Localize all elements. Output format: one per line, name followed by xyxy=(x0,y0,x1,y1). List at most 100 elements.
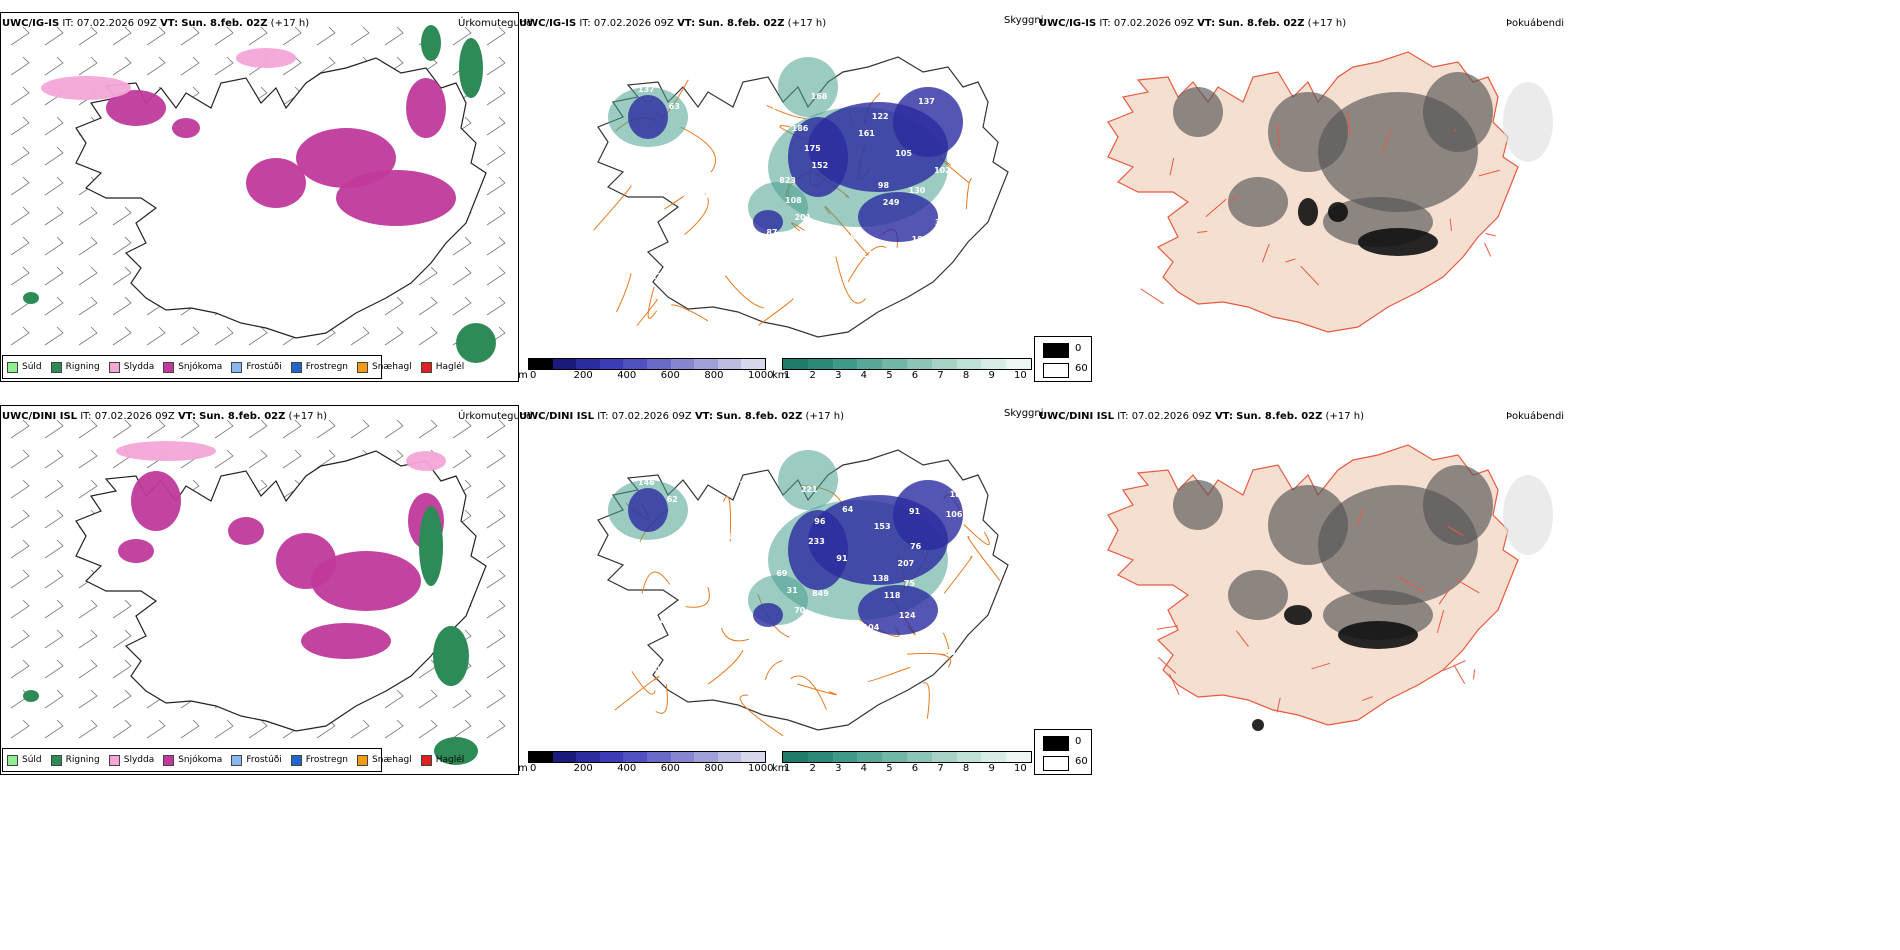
road xyxy=(1438,588,1451,605)
cloud-base-label: 80 xyxy=(944,648,956,657)
cloud-base-label: 76 xyxy=(910,542,922,551)
cloud-base-area xyxy=(893,480,963,550)
snow-area xyxy=(336,170,456,226)
wind-barb xyxy=(350,26,370,46)
cloud-base-label: 173 xyxy=(856,663,873,672)
legend-swatch xyxy=(357,754,369,766)
road xyxy=(1455,579,1480,594)
colorbar-tick: 800 xyxy=(704,763,724,774)
cloud-base-label: 129 xyxy=(839,233,856,242)
row2-fog-title: Þokuábendi xyxy=(1506,411,1565,422)
cloud-base-label: 137 xyxy=(918,97,935,106)
wind-barb xyxy=(486,569,506,589)
cloud-base-label: 137 xyxy=(638,85,655,94)
road xyxy=(615,273,632,313)
wind-barb xyxy=(180,26,200,46)
wind-barb xyxy=(78,599,98,619)
fog-dense-area xyxy=(1298,198,1318,226)
wind-barb xyxy=(486,449,506,469)
road xyxy=(724,275,764,309)
visibility-area xyxy=(778,450,838,510)
row1-visibility-colorbar: km 1 2 3 4 5 6 7 8 9 10 xyxy=(772,358,1034,390)
cloud-base-label: 186 xyxy=(792,124,809,133)
road xyxy=(1300,265,1320,286)
legend-swatch xyxy=(290,754,302,766)
legend-swatch xyxy=(231,754,243,766)
cloud-base-label: 98 xyxy=(878,181,890,190)
road xyxy=(790,675,827,710)
colorbar-tick: 10 xyxy=(1014,763,1027,774)
colorbar-segment xyxy=(783,752,808,762)
iceland-outline: 137 175 368 108 129 344 163 186 86 87 88 122 105 130 9… xyxy=(593,56,1015,338)
cloud-base-label: 175 xyxy=(696,122,713,131)
wind-barb xyxy=(214,56,234,76)
wind-barb xyxy=(146,326,166,346)
legend-item: Frostregn xyxy=(290,754,348,766)
wind-barb xyxy=(486,26,506,46)
wind-barb xyxy=(180,719,200,739)
road xyxy=(1276,123,1281,149)
colorbar-segment xyxy=(857,359,883,369)
legend-swatch xyxy=(7,361,18,373)
road xyxy=(965,177,973,209)
wind-barb xyxy=(112,599,132,619)
wind-barb xyxy=(486,599,506,619)
wind-barb xyxy=(384,419,404,439)
legend-label: Snjókoma xyxy=(178,362,223,372)
wind-barb xyxy=(44,599,64,619)
wind-barb xyxy=(10,569,30,589)
cloud-map-row1: 137 175 368 108 129 344 163 186 86 87 88 122 105 130 9… xyxy=(593,56,1015,338)
cloud-base-label: 106 xyxy=(727,532,744,541)
cloud-base-label: 83 xyxy=(728,552,739,561)
wind-barb xyxy=(418,296,438,316)
wind-barb xyxy=(214,326,234,346)
colorbar-tick: 6 xyxy=(911,370,919,381)
wind-barb xyxy=(316,56,336,76)
colorbar-tick: 3 xyxy=(835,370,842,381)
cloud-base-label: 76 xyxy=(765,107,777,116)
rain-area xyxy=(433,626,469,686)
wind-barb xyxy=(486,539,506,559)
legend-label: Snæhagl xyxy=(372,755,412,765)
legend-item: Snjókoma xyxy=(163,361,223,373)
sleet-area xyxy=(41,76,131,100)
wind-barb xyxy=(384,719,404,739)
wind-barb xyxy=(112,689,132,709)
precip-map-row2 xyxy=(10,419,506,765)
colorbar-segment xyxy=(981,359,1007,369)
legend-item: Slydda xyxy=(108,361,154,373)
cloud-base-label: 109 xyxy=(974,527,991,536)
colorbar-segment xyxy=(783,359,808,369)
legend-label: Súld xyxy=(22,755,42,765)
row1-cloud-title: Skyggni xyxy=(1004,15,1044,26)
row1-fog-legend: 0 60 xyxy=(1034,336,1092,382)
wind-barb xyxy=(248,26,268,46)
row2-precip-header: UWC/DINI ISL IT: 07.02.2026 09Z VT: Sun.… xyxy=(2,411,327,422)
wind-barb xyxy=(10,176,30,196)
row1-fog-header: UWC/IG-IS IT: 07.02.2026 09Z VT: Sun. 8.… xyxy=(1039,18,1347,29)
wind-barb xyxy=(486,419,506,439)
fog-dense-area xyxy=(1252,719,1264,731)
colorbar-strip xyxy=(528,358,766,370)
legend-swatch xyxy=(108,754,120,766)
cloud-base-label: 138 xyxy=(872,574,889,583)
wind-barb xyxy=(10,266,30,286)
wind-barb xyxy=(282,449,302,469)
fog-grey-area xyxy=(1423,465,1493,545)
wind-barb xyxy=(10,56,30,76)
rain-area xyxy=(421,25,441,61)
wind-barb xyxy=(78,689,98,709)
colorbar-segment xyxy=(646,359,671,369)
wind-barb xyxy=(214,719,234,739)
wind-barb xyxy=(112,629,132,649)
road xyxy=(671,304,709,322)
legend-item: Snæhagl xyxy=(357,754,412,766)
rain-area xyxy=(23,292,39,304)
wind-barb xyxy=(44,116,64,136)
snow-area xyxy=(118,539,154,563)
fog-offshore-area xyxy=(1503,475,1553,555)
colorbar-unit: km xyxy=(772,370,788,381)
cloud-base-label: 86 xyxy=(700,191,712,200)
snow-area xyxy=(228,517,264,545)
road xyxy=(1205,198,1227,218)
